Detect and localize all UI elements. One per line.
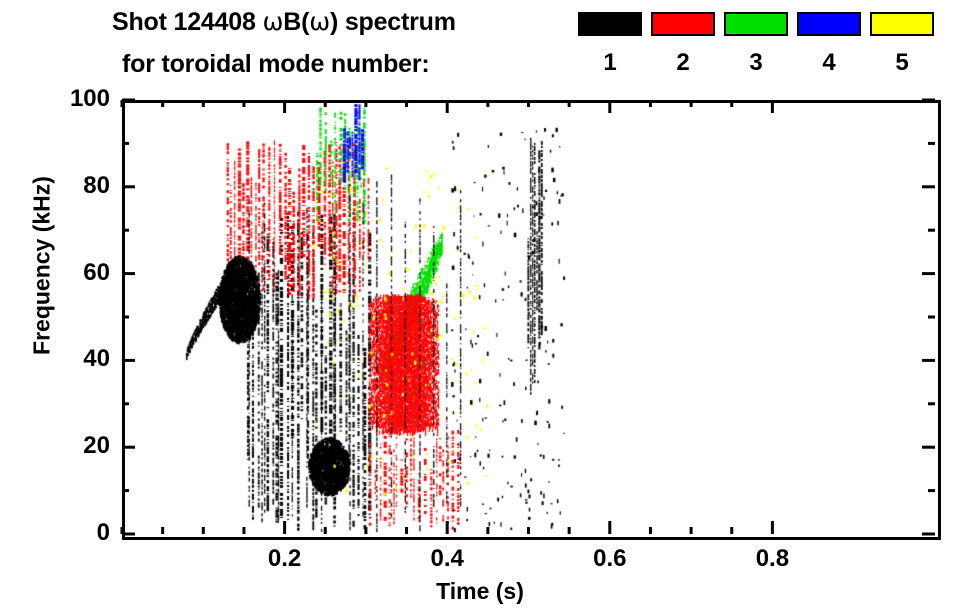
legend-swatch-4 (797, 12, 861, 36)
title-text-post: ) spectrum (329, 8, 456, 36)
legend-swatch-1 (578, 12, 642, 36)
plot-frame (122, 100, 941, 540)
legend-swatch-3 (724, 12, 788, 36)
legend-item-3[interactable]: 3 (724, 12, 788, 77)
legend-label-5: 5 (895, 49, 909, 76)
omega-symbol-1: ω (262, 7, 284, 36)
x-axis-label: Time (s) (436, 578, 524, 604)
title-text-pre: Shot 124408 (112, 8, 263, 36)
legend-item-5[interactable]: 5 (870, 12, 934, 77)
legend-label-1: 1 (603, 49, 617, 76)
title-text-mid: B( (283, 8, 310, 36)
legend-item-2[interactable]: 2 (651, 12, 715, 77)
y-axis-label: Frequency (kHz) (28, 176, 55, 355)
y-tick-label: 100 (69, 85, 110, 112)
legend-label-2: 2 (676, 49, 690, 76)
page-title: Shot 124408 ωB(ω) spectrum (112, 7, 456, 37)
legend: 1 2 3 4 5 (578, 12, 958, 92)
x-tick-label: 0.4 (430, 545, 464, 572)
omega-symbol-2: ω (309, 7, 330, 36)
legend-item-4[interactable]: 4 (797, 12, 861, 77)
legend-swatch-5 (870, 12, 934, 36)
x-tick-label: 0.2 (267, 545, 302, 572)
legend-item-1[interactable]: 1 (578, 12, 642, 77)
legend-label-3: 3 (749, 49, 763, 76)
legend-swatch-2 (651, 12, 715, 36)
y-tick-label: 20 (83, 432, 110, 460)
x-tick-label: 0.6 (593, 545, 627, 572)
legend-label-4: 4 (822, 49, 836, 76)
spectrogram-canvas (125, 103, 938, 537)
page-subtitle: for toroidal mode number: (122, 50, 430, 78)
x-tick-label: 0.8 (755, 545, 790, 572)
y-tick-label: 0 (96, 519, 110, 546)
